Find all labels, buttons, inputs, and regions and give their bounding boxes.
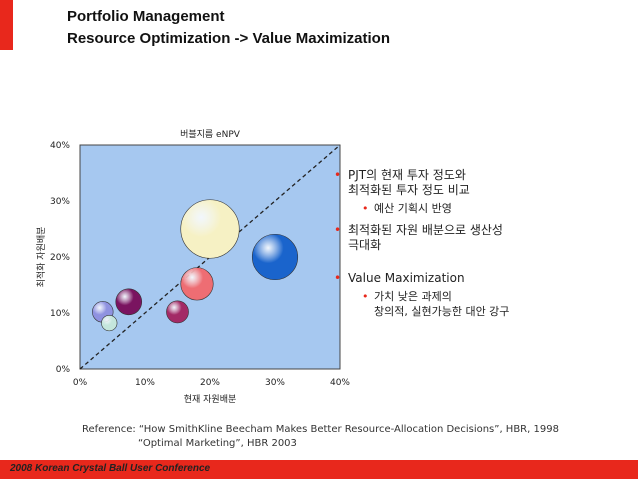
x-tick-label: 20% <box>200 378 220 388</box>
y-tick-label: 30% <box>50 197 70 207</box>
bubble-7 <box>251 233 299 281</box>
y-tick-label: 20% <box>50 253 70 263</box>
bullet-2-line2: 극대화 <box>348 238 382 252</box>
bullet-1-line1: PJT의 현재 투자 정도와 <box>348 168 466 182</box>
bullet-2-line1: 최적화된 자원 배분으로 생산성 <box>348 223 503 237</box>
bullet-1: • PJT의 현재 투자 정도와 최적화된 투자 정도 비교 • 예산 기획시 반… <box>334 168 470 216</box>
bullet-2: • 최적화된 자원 배분으로 생산성 극대화 <box>334 223 503 252</box>
x-tick-label: 0% <box>73 378 88 388</box>
bubble-3 <box>115 288 143 316</box>
y-tick-label: 0% <box>56 365 71 375</box>
y-tick-label: 10% <box>50 309 70 319</box>
footer-text: 2008 Korean Crystal Ball User Conference <box>10 463 211 474</box>
y-tick-label: 40% <box>50 141 70 151</box>
bullet-3-sub: • 가치 낮은 과제의 창의적, 실현가능한 대안 강구 <box>362 290 510 318</box>
bubble-6 <box>180 199 240 259</box>
bullet-3-line1: Value Maximization <box>348 271 465 285</box>
chart-title: 버블지름 eNPV <box>180 129 241 140</box>
x-tick-label: 30% <box>265 378 285 388</box>
bullet-3-sub-line1: 가치 낮은 과제의 <box>374 290 452 303</box>
bubble-2 <box>101 314 118 332</box>
footer-bar: 2008 Korean Crystal Ball User Conference <box>0 460 638 479</box>
bubble-5 <box>180 267 214 301</box>
bullet-1-sub: • 예산 기획시 반영 <box>362 202 452 215</box>
page-title-line1: Portfolio Management <box>67 8 225 25</box>
reference-line2: “Optimal Marketing”, HBR 2003 <box>138 438 297 449</box>
page-title-line2: Resource Optimization -> Value Maximizat… <box>67 30 390 47</box>
reference-line1: Reference: “How SmithKline Beecham Makes… <box>82 424 559 435</box>
y-axis-label: 최적화 자원배분 <box>35 227 47 288</box>
x-tick-label: 40% <box>330 378 350 388</box>
x-tick-label: 10% <box>135 378 155 388</box>
reference-text: Reference: “How SmithKline Beecham Makes… <box>82 423 559 451</box>
bullet-1-sub-text: 예산 기획시 반영 <box>374 202 452 215</box>
bubble-4 <box>166 300 189 324</box>
bullet-3-sub-line2: 창의적, 실현가능한 대안 강구 <box>374 305 510 318</box>
bullet-1-line2: 최적화된 투자 정도 비교 <box>348 183 470 197</box>
x-axis-label: 현재 자원배분 <box>184 394 237 405</box>
bullet-3: • Value Maximization • 가치 낮은 과제의 창의적, 실현… <box>334 271 510 318</box>
corner-accent-bar <box>0 0 13 50</box>
